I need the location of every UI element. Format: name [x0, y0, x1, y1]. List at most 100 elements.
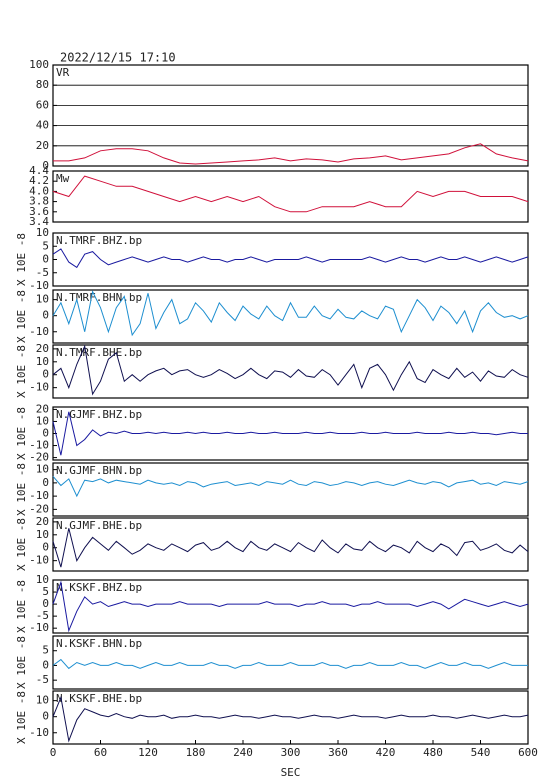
y-tick-label: 4.0 [29, 184, 49, 197]
x-tick-label: 360 [328, 746, 348, 759]
x-tick-label: 300 [281, 746, 301, 759]
panel-label: N.KSKF.BHN.bp [56, 637, 142, 650]
y-tick-label: 0 [42, 658, 49, 671]
y-tick-label: 10 [36, 573, 49, 586]
waveform [52, 475, 529, 498]
y-tick-label: 5 [42, 239, 49, 252]
y-tick-label: 80 [36, 78, 49, 91]
y-tick-label: 0 [42, 597, 49, 610]
x-tick-label: 540 [471, 746, 491, 759]
y-tick-label: -10 [29, 554, 49, 567]
y-tick-label: -10 [29, 325, 49, 338]
y-tick-label: 0 [42, 159, 49, 172]
waveform [52, 248, 529, 269]
y-tick-label: -10 [29, 621, 49, 634]
panel-frame [52, 635, 529, 690]
y-tick-label: -10 [29, 279, 49, 292]
waveform [52, 344, 529, 396]
panel-label: N.KSKF.BHE.bp [56, 692, 142, 705]
panel-label: N.KSKF.BHZ.bp [56, 581, 142, 594]
timestamp: 2022/12/15 17:10 [60, 51, 176, 65]
x-tick-label: 420 [376, 746, 396, 759]
y-tick-label: 0 [42, 427, 49, 440]
y-tick-label: 100 [29, 58, 49, 71]
y-tick-label: -5 [36, 609, 49, 622]
y-tick-label: 10 [36, 528, 49, 541]
y-tick-label: 40 [36, 119, 49, 132]
y-tick-label: 3.6 [29, 205, 49, 218]
x-tick-label: 480 [423, 746, 443, 759]
panel-frame [52, 170, 529, 223]
y-tick-label: 10 [36, 226, 49, 239]
y-tick-label: -10 [29, 439, 49, 452]
y-tick-label: 10 [36, 293, 49, 306]
y-axis-label: X 10E -8 [15, 345, 28, 398]
y-tick-label: 20 [36, 342, 49, 355]
y-tick-label: 5 [42, 585, 49, 598]
y-tick-label: 20 [36, 515, 49, 528]
x-tick-label: 600 [518, 746, 538, 759]
y-tick-label: 10 [36, 414, 49, 427]
y-tick-label: -20 [29, 451, 49, 464]
panel-frame [52, 579, 529, 634]
waveform [52, 658, 528, 670]
y-tick-label: 3.4 [29, 215, 49, 228]
y-tick-label: 4.2 [29, 174, 49, 187]
waveform [53, 143, 529, 165]
panel-label: Mw [56, 172, 70, 185]
waveform [52, 411, 528, 456]
y-tick-label: 0 [42, 710, 49, 723]
panel-frame [52, 344, 529, 399]
y-tick-label: 20 [36, 402, 49, 415]
y-tick-label: 10 [36, 355, 49, 368]
x-axis-label: SEC [281, 766, 301, 779]
y-tick-label: 20 [36, 139, 49, 152]
panel-label: N.TMRF.BHN.bp [56, 291, 142, 304]
y-axis-label: X 10E -8 [15, 233, 28, 286]
waveform [52, 695, 529, 743]
panel-frame [52, 289, 529, 344]
y-axis-label: X 10E -8 [15, 518, 28, 571]
y-tick-label: -20 [29, 502, 49, 515]
x-tick-label: 120 [138, 746, 158, 759]
y-axis-label: X 10E -8 [15, 463, 28, 516]
y-axis-label: X 10E -8 [15, 407, 28, 460]
y-tick-label: 10 [36, 463, 49, 476]
x-tick-label: 180 [186, 746, 206, 759]
x-tick-label: 0 [50, 746, 57, 759]
panel-label: N.TMRF.BHE.bp [56, 346, 142, 359]
y-tick-label: -10 [29, 381, 49, 394]
y-tick-label: 10 [36, 694, 49, 707]
y-tick-label: -5 [36, 266, 49, 279]
panel-label: N.GJMF.BHE.bp [56, 519, 142, 532]
y-axis-label: X 10E -8 [15, 636, 28, 689]
y-tick-label: 0 [42, 476, 49, 489]
y-axis-label: X 10E -8 [15, 580, 28, 633]
panel-label: N.GJMF.BHZ.bp [56, 408, 142, 421]
panel-frame [52, 462, 529, 517]
y-tick-label: -5 [36, 673, 49, 686]
y-axis-label: X 10E -8 [15, 691, 28, 744]
panel-label: VR [56, 66, 70, 79]
x-tick-label: 240 [233, 746, 253, 759]
y-tick-label: 5 [42, 644, 49, 657]
y-tick-label: -10 [29, 726, 49, 739]
x-tick-label: 60 [94, 746, 107, 759]
y-tick-label: 0 [42, 368, 49, 381]
panel-frame [52, 517, 529, 572]
y-tick-label: 60 [36, 98, 49, 111]
waveform [52, 580, 529, 633]
y-tick-label: -10 [29, 489, 49, 502]
y-tick-label: 0 [42, 253, 49, 266]
waveform [52, 175, 529, 213]
y-tick-label: 3.8 [29, 195, 49, 208]
y-axis-label: X 10E -8 [15, 290, 28, 343]
panel-label: N.GJMF.BHN.bp [56, 464, 142, 477]
waveform [52, 528, 529, 568]
y-tick-label: 0 [42, 309, 49, 322]
y-tick-label: 0 [42, 541, 49, 554]
y-tick-label: 4.4 [29, 164, 49, 177]
